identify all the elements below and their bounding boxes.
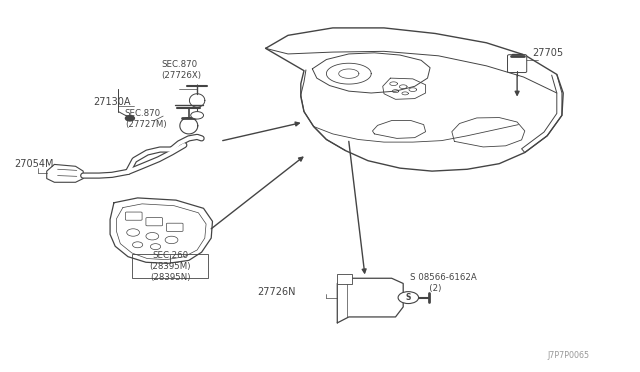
- Text: SEC.260
(28395M)
(28395N): SEC.260 (28395M) (28395N): [150, 251, 191, 282]
- FancyBboxPatch shape: [166, 223, 183, 231]
- Circle shape: [127, 229, 140, 236]
- FancyBboxPatch shape: [508, 55, 527, 73]
- Circle shape: [165, 236, 178, 244]
- Text: J7P7P0065: J7P7P0065: [547, 351, 589, 360]
- FancyBboxPatch shape: [125, 212, 142, 220]
- Polygon shape: [47, 164, 83, 182]
- Circle shape: [125, 116, 134, 121]
- Text: SEC.870
(27727M): SEC.870 (27727M): [125, 109, 166, 129]
- Circle shape: [146, 232, 159, 240]
- Circle shape: [191, 112, 204, 119]
- Text: SEC.870
(27726X): SEC.870 (27726X): [161, 60, 201, 80]
- Text: 27054M: 27054M: [14, 158, 54, 169]
- Text: 27726N: 27726N: [257, 286, 296, 296]
- Circle shape: [398, 292, 419, 304]
- Circle shape: [150, 244, 161, 250]
- Text: 27130A: 27130A: [93, 97, 131, 107]
- Text: S 08566-6162A
       (2): S 08566-6162A (2): [410, 273, 476, 293]
- Text: 27705: 27705: [532, 48, 564, 58]
- FancyBboxPatch shape: [337, 274, 352, 284]
- FancyBboxPatch shape: [146, 218, 163, 226]
- Text: S: S: [406, 293, 411, 302]
- Circle shape: [132, 242, 143, 248]
- Polygon shape: [337, 278, 403, 323]
- Polygon shape: [110, 198, 212, 263]
